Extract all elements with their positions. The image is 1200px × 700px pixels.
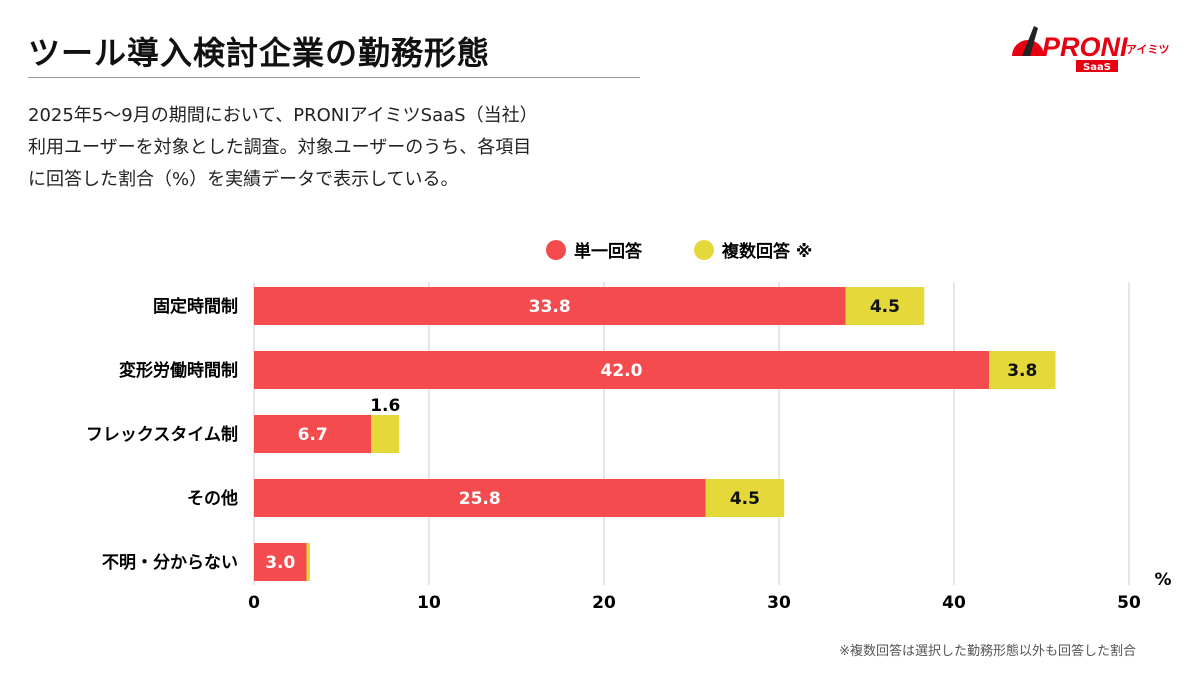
page-title: ツール導入検討企業の勤務形態 bbox=[28, 34, 491, 72]
footnote: ※複数回答は選択した勤務形態以外も回答した割合 bbox=[839, 644, 1136, 659]
legend-marker bbox=[694, 240, 714, 260]
bar-segment bbox=[254, 351, 989, 389]
bar-segment bbox=[254, 415, 372, 453]
bar-segment bbox=[254, 543, 307, 581]
x-tick-label: 50 bbox=[1117, 593, 1141, 613]
data-label: 4.5 bbox=[730, 489, 760, 509]
data-label: 42.0 bbox=[601, 361, 643, 381]
bar-segment bbox=[371, 415, 400, 453]
bar-segment bbox=[254, 287, 846, 325]
data-label: 6.7 bbox=[298, 425, 328, 445]
bar-segment bbox=[254, 479, 706, 517]
data-label: 33.8 bbox=[529, 297, 571, 317]
x-tick-label: 0 bbox=[248, 593, 260, 613]
bar-segment bbox=[989, 351, 1056, 389]
legend-label: 単一回答 bbox=[574, 241, 643, 262]
x-tick-label: 30 bbox=[767, 593, 791, 613]
bar-segment bbox=[306, 543, 310, 581]
svg-text:アイミツ: アイミツ bbox=[1126, 43, 1169, 56]
svg-text:SaaS: SaaS bbox=[1083, 62, 1111, 73]
data-label: 3.0 bbox=[265, 553, 295, 573]
x-tick-label: 10 bbox=[417, 593, 441, 613]
data-label: 4.5 bbox=[870, 297, 900, 317]
data-label: 1.6 bbox=[370, 396, 400, 416]
category-label: 固定時間制 bbox=[153, 296, 238, 317]
bar-segment bbox=[845, 287, 925, 325]
description-line: に回答した割合（%）を実績データで表示している。 bbox=[28, 169, 459, 190]
description-line: 利用ユーザーを対象とした調査。対象ユーザーのうち、各項目 bbox=[28, 137, 532, 158]
category-label: 不明・分からない bbox=[102, 553, 238, 573]
category-label: その他 bbox=[187, 488, 238, 509]
proni-logo: PRONI アイミツ SaaS bbox=[1008, 20, 1188, 80]
data-label: 3.8 bbox=[1007, 361, 1037, 381]
description-line: 2025年5〜9月の期間において、PRONIアイミツSaaS（当社） bbox=[28, 105, 538, 126]
x-tick-label: 40 bbox=[942, 593, 966, 613]
description: 2025年5〜9月の期間において、PRONIアイミツSaaS（当社） 利用ユーザ… bbox=[28, 100, 648, 196]
bar-segment bbox=[705, 479, 785, 517]
data-label: 25.8 bbox=[459, 489, 501, 509]
legend-label: 複数回答 ※ bbox=[721, 241, 812, 262]
x-tick-label: 20 bbox=[592, 593, 616, 613]
category-label: フレックスタイム制 bbox=[86, 424, 238, 445]
svg-text:PRONI: PRONI bbox=[1042, 32, 1128, 62]
x-unit-label: % bbox=[1154, 570, 1171, 590]
legend-marker bbox=[546, 240, 566, 260]
divider bbox=[28, 77, 640, 78]
category-label: 変形労働時間制 bbox=[119, 360, 238, 381]
